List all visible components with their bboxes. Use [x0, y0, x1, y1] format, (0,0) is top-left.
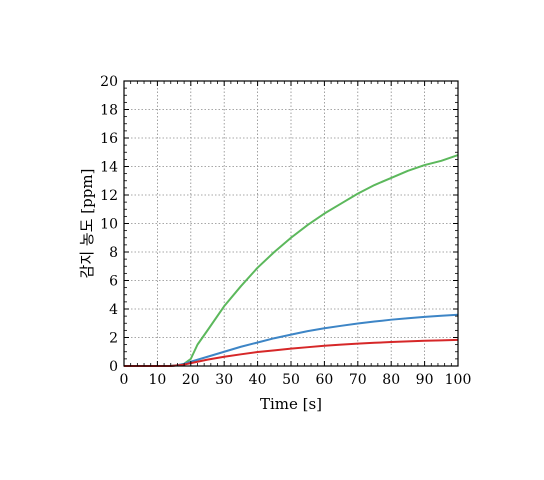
y-tick-label: 20 — [100, 74, 118, 90]
x-tick-label: 60 — [315, 372, 333, 388]
x-tick-label: 0 — [120, 372, 129, 388]
y-tick-label: 2 — [109, 331, 118, 347]
x-tick-label: 50 — [282, 372, 300, 388]
x-tick-label: 40 — [249, 372, 267, 388]
y-tick-label: 14 — [100, 160, 118, 176]
series-line-1 — [124, 154, 459, 367]
y-tick-label: 16 — [100, 131, 118, 147]
series-line-3 — [124, 338, 459, 367]
x-tick-label: 80 — [382, 372, 400, 388]
x-tick-label: 10 — [148, 372, 166, 388]
grid — [124, 81, 458, 366]
x-tick-label: 90 — [416, 372, 434, 388]
y-tick-label: 6 — [109, 274, 118, 290]
series-layer — [124, 154, 459, 367]
y-tick-label: 18 — [100, 103, 118, 119]
y-tick-label: 8 — [109, 245, 118, 261]
x-axis-label: Time [s] — [260, 395, 322, 413]
y-tick-labels: 0 2 4 6 8 10 12 14 16 18 20 — [100, 74, 118, 375]
ticks — [123, 80, 459, 367]
y-tick-label: 0 — [109, 359, 118, 375]
y-axis-label: 감지 농도 [ppm] — [78, 169, 96, 279]
x-tick-label: 100 — [445, 372, 472, 388]
x-tick-label: 70 — [349, 372, 367, 388]
x-tick-label: 20 — [182, 372, 200, 388]
x-tick-labels: 0 10 20 30 40 50 60 70 80 90 100 — [120, 372, 472, 388]
y-tick-label: 10 — [100, 217, 118, 233]
x-tick-label: 30 — [215, 372, 233, 388]
y-tick-label: 4 — [109, 302, 118, 318]
y-tick-label: 12 — [100, 188, 118, 204]
